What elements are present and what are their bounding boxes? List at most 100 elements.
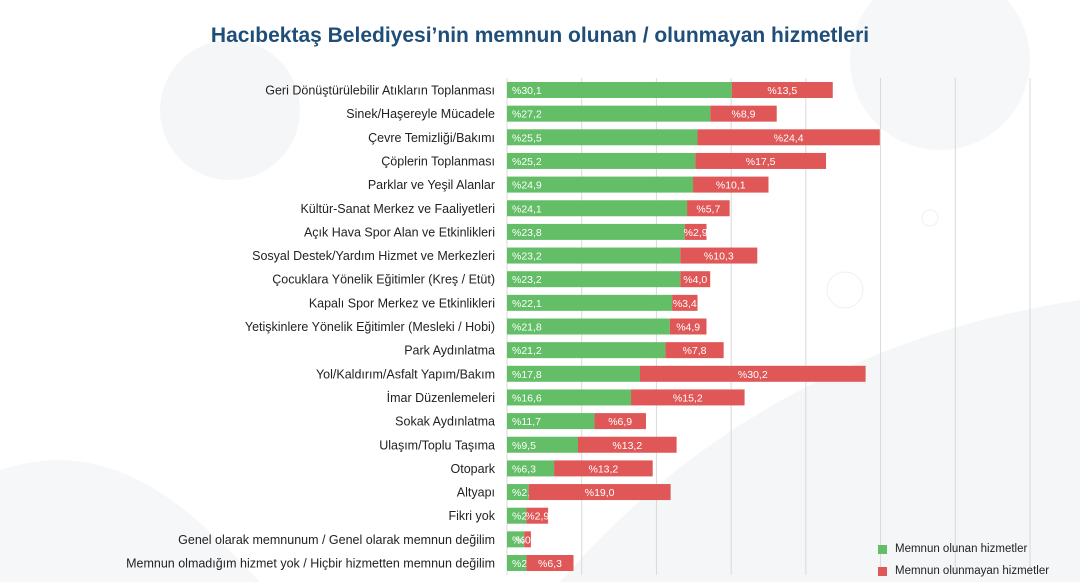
bars: %30,1 %13,5 %27,2 %8,9 %25,5 %24,4 %25,2 %17,5%…	[507, 82, 880, 571]
legend-swatch-satisfied	[878, 544, 887, 554]
bar-unsatisfied	[577, 436, 677, 453]
bar-satisfied	[507, 365, 640, 382]
bar-satisfied	[507, 247, 681, 264]
data-label-unsatisfied: %5,7	[696, 203, 720, 215]
bar-satisfied	[507, 129, 698, 146]
bar-satisfied	[507, 531, 525, 548]
bar-unsatisfied	[526, 555, 574, 571]
data-label-unsatisfied: %10,1	[716, 180, 746, 192]
bar-satisfied	[507, 318, 670, 335]
category-label: Sokak Aydınlatma	[395, 415, 495, 429]
category-label: Yol/Kaldırım/Asfalt Yapım/Bakım	[316, 367, 495, 381]
bar-satisfied	[507, 436, 578, 453]
bar-unsatisfied	[526, 507, 549, 524]
data-label-satisfied: %9,5	[512, 440, 536, 452]
bar-unsatisfied	[693, 176, 769, 193]
bar-unsatisfied	[680, 271, 711, 288]
data-label-unsatisfied: %15,2	[673, 392, 703, 404]
data-label-unsatisfied: %30,2	[738, 369, 768, 381]
category-label: Memnun olmadığım hizmet yok / Hiçbir hiz…	[126, 557, 495, 571]
bar-satisfied	[507, 223, 685, 240]
category-label: Park Aydınlatma	[404, 344, 495, 358]
legend-item-satisfied: Memnun olunan hizmetler	[878, 538, 1049, 560]
data-label-satisfied: %21,8	[512, 322, 542, 334]
bar-satisfied	[507, 507, 527, 524]
data-label-satisfied: %24,9	[512, 180, 542, 192]
category-label: Sinek/Haşereyle Mücadele	[346, 107, 495, 121]
bar-satisfied	[507, 294, 673, 311]
category-label: Kapalı Spor Merkez ve Etkinlikleri	[309, 296, 495, 310]
bar-unsatisfied	[528, 484, 671, 501]
data-label-satisfied: %6,3	[512, 463, 536, 475]
bar-satisfied	[507, 176, 694, 193]
bar-satisfied	[507, 389, 632, 406]
category-label: Yetişkinlere Yönelik Eğitimler (Mesleki …	[245, 320, 495, 334]
bar-unsatisfied	[710, 105, 777, 122]
category-labels: Geri Dönüştürülebilir Atıkların Toplanma…	[126, 84, 496, 571]
data-label-unsatisfied: %13,2	[588, 463, 618, 475]
data-label-satisfied: %25,2	[512, 156, 542, 168]
data-label-unsatisfied: %4,0	[683, 274, 707, 286]
category-label: Parklar ve Yeşil Alanlar	[368, 178, 495, 192]
data-label-unsatisfied: %10,3	[704, 251, 734, 263]
bar-unsatisfied	[639, 365, 866, 382]
bar-unsatisfied	[594, 413, 646, 430]
data-label-unsatisfied: %13,2	[612, 440, 642, 452]
bar-unsatisfied	[672, 294, 698, 311]
bar-satisfied	[507, 105, 711, 122]
category-label: Ulaşım/Toplu Taşıma	[379, 438, 495, 452]
category-label: Genel olarak memnunum / Genel olarak mem…	[178, 533, 495, 547]
bar-unsatisfied	[680, 247, 758, 264]
bar-unsatisfied	[684, 223, 707, 240]
data-label-satisfied: %16,6	[512, 392, 542, 404]
category-label: Fikri yok	[448, 509, 495, 523]
data-label-satisfied: %23,2	[512, 251, 542, 263]
data-label-satisfied: %30,1	[512, 85, 542, 97]
bar-satisfied	[507, 152, 696, 169]
data-label-satisfied: %25,5	[512, 132, 542, 144]
legend-item-unsatisfied: Memnun olunmayan hizmetler	[878, 560, 1049, 582]
category-label: Çevre Temizliği/Bakımı	[368, 131, 495, 145]
data-label-unsatisfied: %4,9	[676, 322, 700, 334]
category-label: Çöplerin Toplanması	[381, 154, 495, 168]
category-label: Geri Dönüştürülebilir Atıkların Toplanma…	[265, 84, 495, 98]
bar-unsatisfied	[731, 82, 833, 98]
bar-unsatisfied	[524, 531, 531, 548]
bar-unsatisfied	[554, 460, 653, 477]
data-label-unsatisfied: %13,5	[767, 85, 797, 97]
bar-unsatisfied	[697, 129, 880, 146]
bar-satisfied	[507, 271, 681, 288]
category-label: Açık Hava Spor Alan ve Etkinlikleri	[304, 225, 495, 239]
data-label-unsatisfied: %2,9	[684, 227, 708, 239]
bar-satisfied	[507, 82, 732, 98]
bar-unsatisfied	[695, 152, 827, 169]
data-label-satisfied: %23,2	[512, 274, 542, 286]
bar-satisfied	[507, 460, 555, 477]
data-label-unsatisfied: %19,0	[585, 487, 615, 499]
bar-satisfied	[507, 555, 527, 571]
data-label-unsatisfied: %6,9	[608, 416, 632, 428]
legend-label-unsatisfied: Memnun olunmayan hizmetler	[895, 565, 1050, 577]
category-label: Çocuklara Yönelik Eğitimler (Kreş / Etüt…	[272, 273, 495, 287]
bar-satisfied	[507, 342, 666, 359]
chart-title: Hacıbektaş Belediyesi’nin memnun olunan …	[210, 24, 870, 47]
category-label: Otopark	[451, 462, 496, 476]
legend-label-satisfied: Memnun olunan hizmetler	[895, 543, 1028, 555]
bar-unsatisfied	[631, 389, 745, 406]
bar-satisfied	[507, 200, 688, 217]
data-label-satisfied: %23,8	[512, 227, 542, 239]
data-label-unsatisfied: %24,4	[774, 132, 804, 144]
category-label: Kültür-Sanat Merkez ve Faaliyetleri	[300, 202, 495, 216]
bar-unsatisfied	[669, 318, 707, 335]
data-label-satisfied: %21,2	[512, 345, 542, 357]
data-label-satisfied: %22,1	[512, 298, 542, 310]
bar-unsatisfied	[687, 200, 730, 217]
data-label-satisfied: %27,2	[512, 109, 542, 121]
category-label: Altyapı	[457, 486, 495, 500]
data-label-satisfied: %17,8	[512, 369, 542, 381]
data-label-unsatisfied: %0,9	[516, 534, 540, 546]
data-label-satisfied: %11,7	[512, 416, 541, 428]
data-label-unsatisfied: %8,9	[732, 109, 756, 121]
category-label: Sosyal Destek/Yardım Hizmet ve Merkezler…	[252, 249, 495, 263]
